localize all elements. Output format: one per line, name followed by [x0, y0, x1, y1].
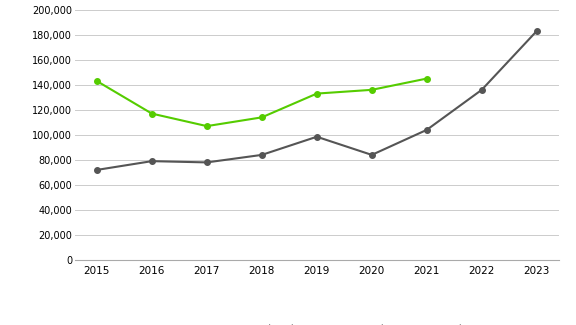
TET présents par année civile: [93, 79, 100, 83]
Legend: Nouveaux permis délivrés, TET présents par année civile: Nouveaux permis délivrés, TET présents p…: [131, 320, 503, 325]
Nouveaux permis délivrés: [533, 29, 540, 33]
Nouveaux permis délivrés: [93, 168, 100, 172]
TET présents par année civile: [149, 112, 156, 116]
Nouveaux permis délivrés: [478, 88, 485, 92]
Nouveaux permis délivrés: [259, 153, 266, 157]
Nouveaux permis délivrés: [203, 161, 210, 164]
Nouveaux permis délivrés: [313, 135, 320, 139]
TET présents par année civile: [423, 77, 430, 81]
Nouveaux permis délivrés: [149, 159, 156, 163]
TET présents par année civile: [259, 115, 266, 119]
TET présents par année civile: [203, 124, 210, 128]
Line: Nouveaux permis délivrés: Nouveaux permis délivrés: [94, 28, 540, 173]
Line: TET présents par année civile: TET présents par année civile: [94, 76, 430, 129]
TET présents par année civile: [313, 92, 320, 96]
TET présents par année civile: [368, 88, 375, 92]
Nouveaux permis délivrés: [423, 128, 430, 132]
Nouveaux permis délivrés: [368, 153, 375, 157]
